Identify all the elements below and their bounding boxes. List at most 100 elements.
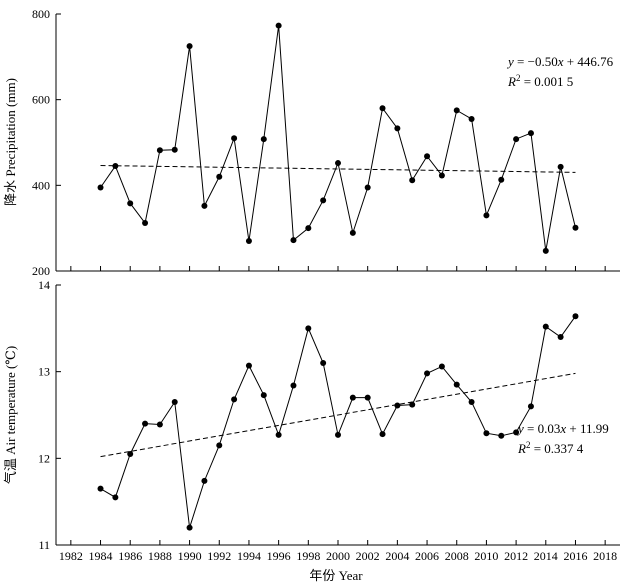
y-tick-label: 400 <box>32 178 50 192</box>
data-point <box>171 146 178 153</box>
x-tick-label: 1996 <box>267 549 291 563</box>
data-point <box>542 323 549 330</box>
y-tick-label: 200 <box>32 264 50 278</box>
data-point <box>186 43 193 50</box>
data-point <box>394 402 401 409</box>
x-tick-label: 1998 <box>296 549 320 563</box>
y-tick-label: 13 <box>38 365 50 379</box>
data-point <box>483 430 490 437</box>
trend-line <box>100 165 576 173</box>
data-point <box>156 421 163 428</box>
data-point <box>305 225 312 232</box>
r-squared: R2 = 0.001 5 <box>507 73 573 89</box>
data-point <box>468 115 475 122</box>
data-point <box>127 451 134 457</box>
data-point <box>453 381 460 388</box>
x-tick-label: 1984 <box>89 549 113 563</box>
x-tick-label: 1986 <box>118 549 142 563</box>
data-point <box>453 107 460 114</box>
data-point <box>483 212 490 219</box>
data-point <box>260 392 267 399</box>
y-axis-label: 气温 Air temperature (℃) <box>3 346 18 484</box>
data-point <box>305 325 312 332</box>
series-line <box>100 25 576 251</box>
data-point <box>409 177 416 184</box>
data-point <box>320 360 327 366</box>
data-point <box>112 494 119 501</box>
data-point <box>513 136 520 143</box>
x-tick-label: 2010 <box>474 549 498 563</box>
data-point <box>97 485 104 492</box>
precipitation-panel: 200 400 600 800 降水 Precipitation (mm) y = −0.… <box>3 7 620 278</box>
data-point <box>245 362 252 369</box>
data-point <box>320 197 327 204</box>
data-point <box>142 220 149 227</box>
data-point <box>127 200 134 207</box>
data-point <box>379 431 386 438</box>
data-point <box>438 172 445 179</box>
x-tick-label: 1992 <box>207 549 231 563</box>
x-tick-label: 2016 <box>563 549 587 563</box>
data-point <box>527 403 534 410</box>
data-point <box>349 229 356 236</box>
x-tick-label: 2018 <box>593 549 617 563</box>
data-point <box>216 442 223 449</box>
data-point <box>112 163 119 170</box>
data-point <box>498 432 505 439</box>
y-tick-label: 11 <box>38 538 50 552</box>
data-point <box>186 524 193 531</box>
x-tick-label: 1982 <box>59 549 83 563</box>
data-point <box>290 382 297 389</box>
data-point <box>201 202 208 209</box>
data-point <box>156 147 163 154</box>
data-point <box>409 401 416 408</box>
regression-equation: y = 0.03x + 11.99 <box>516 421 609 436</box>
data-point <box>171 399 178 405</box>
x-tick-label: 2000 <box>326 549 350 563</box>
series-line <box>100 315 576 528</box>
data-point <box>424 153 431 160</box>
data-point <box>438 363 445 370</box>
data-point <box>572 313 579 320</box>
data-point <box>142 420 149 427</box>
y-axis-label: 降水 Precipitation (mm) <box>3 78 18 206</box>
data-point <box>498 176 505 183</box>
data-point <box>275 22 282 29</box>
x-tick-label: 1988 <box>148 549 172 563</box>
data-point <box>245 238 252 245</box>
data-point <box>527 130 534 137</box>
x-tick-label: 2004 <box>385 549 409 563</box>
data-point <box>364 394 371 401</box>
data-point <box>231 135 238 142</box>
data-point <box>201 477 208 484</box>
y-tick-label: 600 <box>32 93 50 107</box>
y-tick-label: 12 <box>38 451 50 465</box>
x-tick-label: 2006 <box>415 549 439 563</box>
y-tick-label: 14 <box>38 278 50 292</box>
data-point <box>231 396 238 403</box>
data-point <box>542 247 549 254</box>
data-point <box>216 173 223 180</box>
trend-line <box>100 372 576 458</box>
data-point <box>290 237 297 244</box>
x-tick-label: 2012 <box>504 549 528 563</box>
data-point <box>557 334 564 340</box>
y-tick-label: 800 <box>32 7 50 21</box>
x-axis-label: 年份 Year <box>309 568 363 583</box>
data-point <box>513 429 520 436</box>
x-tick-label: 1990 <box>178 549 202 563</box>
data-point <box>275 431 282 438</box>
data-point <box>468 399 475 405</box>
data-point <box>335 160 341 167</box>
data-point <box>379 105 386 112</box>
temperature-panel: 11 12 13 14 气温 Air temperature (℃) y = 0.03x … <box>3 278 620 552</box>
data-point <box>364 184 371 191</box>
x-tick-label: 2008 <box>445 549 469 563</box>
data-point <box>335 431 341 438</box>
data-point <box>260 136 267 143</box>
data-point <box>97 184 104 191</box>
data-point <box>349 394 356 401</box>
data-point <box>572 224 579 231</box>
data-point <box>424 370 431 377</box>
